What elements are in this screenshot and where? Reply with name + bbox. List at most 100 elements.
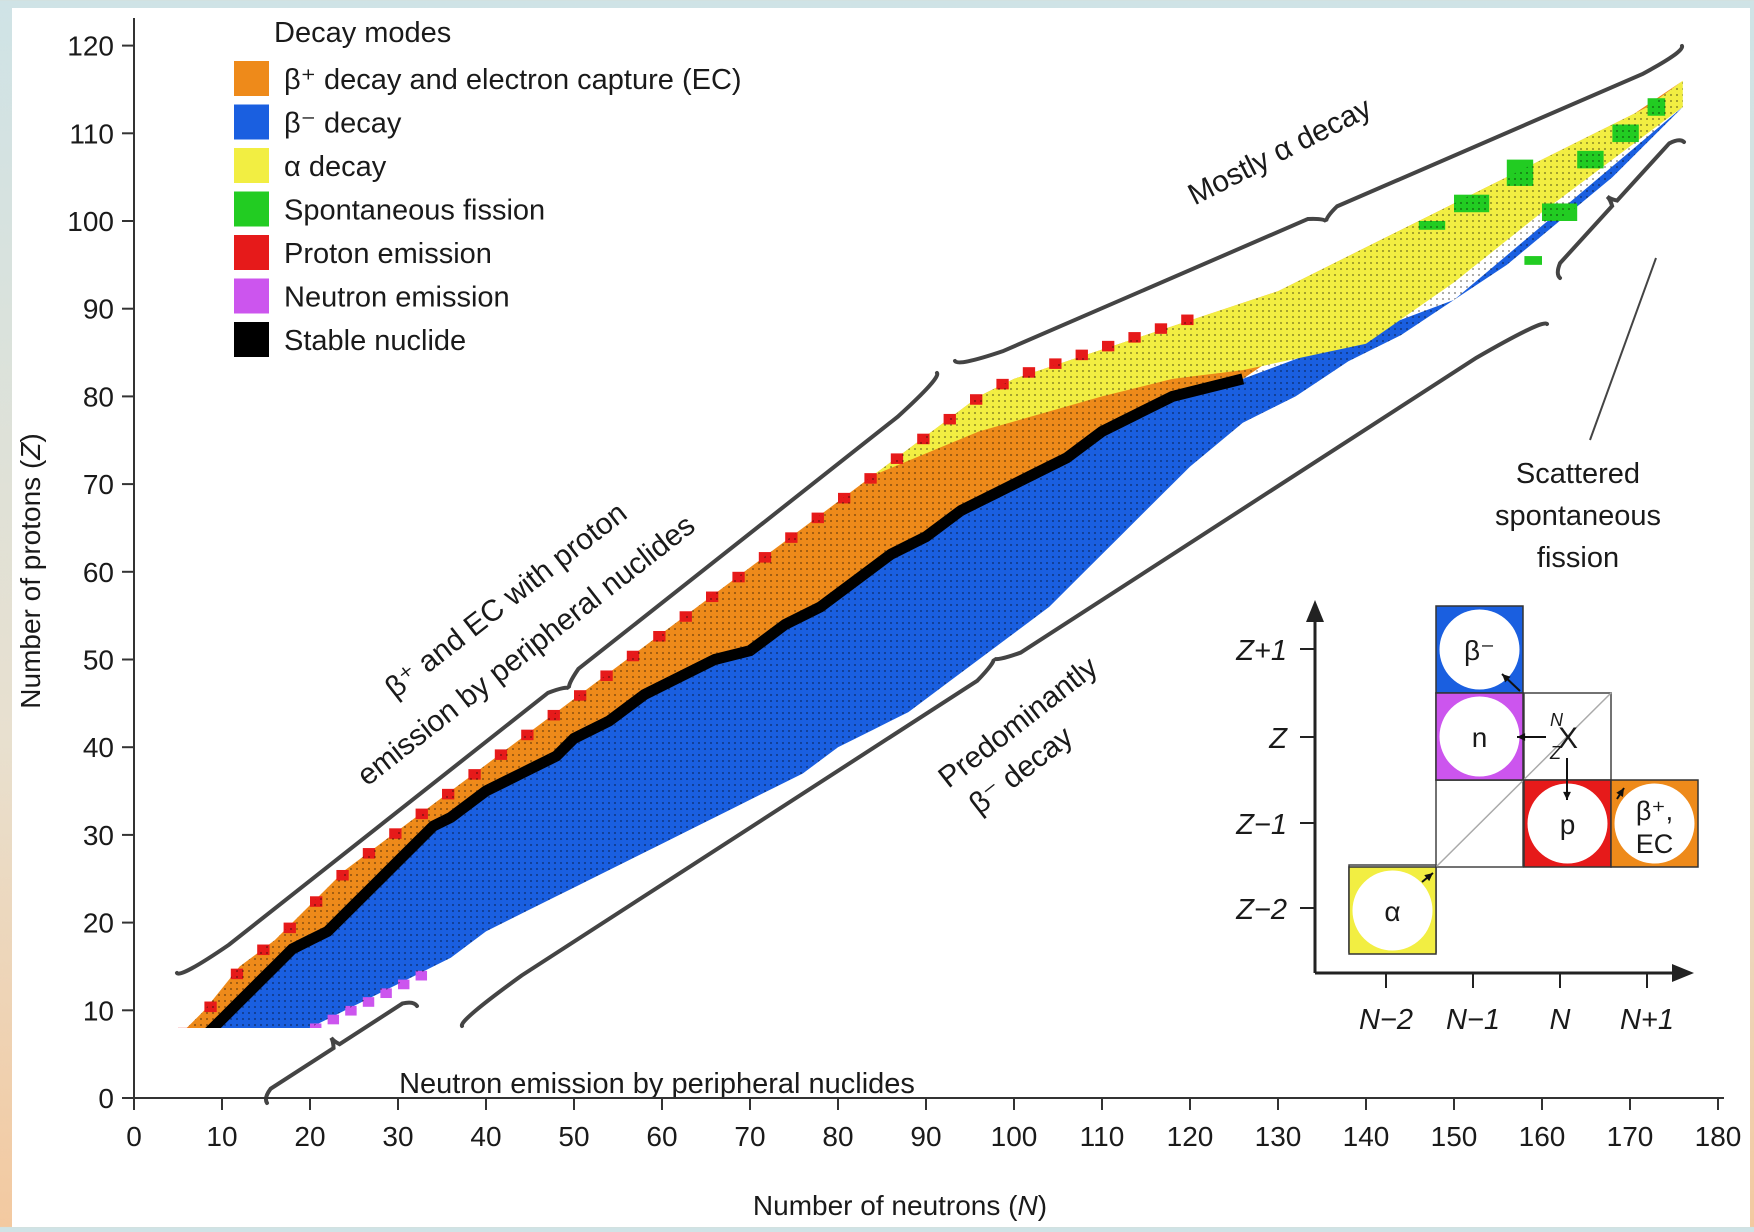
x-tick-label: 150 [1431, 1121, 1478, 1152]
x-tick-label: 80 [822, 1121, 853, 1152]
y-tick-label: 20 [83, 908, 114, 939]
inset-cell-label: n [1472, 722, 1488, 753]
proton-emission-mark [996, 378, 1009, 390]
legend-swatch [234, 104, 269, 140]
annotation-neutron-emission: Neutron emission by peripheral nuclides [399, 1068, 915, 1100]
x-tick-label: 90 [910, 1121, 941, 1152]
chart-frame: β⁺ and EC with proton emission by periphe… [12, 8, 1750, 1227]
legend-label: Proton emission [284, 238, 492, 270]
dot-texture [186, 80, 1683, 1028]
decay-regions [152, 80, 1683, 1095]
inset-center-superscript: N [1550, 710, 1564, 730]
bracket-predominantly-beta-minus [459, 321, 1549, 1028]
x-tick-label: 130 [1255, 1121, 1302, 1152]
neutron-emission-mark [257, 1050, 268, 1060]
inset-arrow-p-head [1563, 791, 1571, 800]
proton-emission-mark [1128, 332, 1141, 343]
x-axis-label: Number of neutrons (N) [753, 1190, 1047, 1221]
legend-label: β⁻ decay [284, 108, 402, 140]
y-tick-label: 40 [83, 732, 114, 763]
y-tick-label: 0 [98, 1083, 114, 1114]
inset-center-subscript: Z [1549, 743, 1562, 763]
neutron-emission-mark [310, 1023, 322, 1028]
inset-cell-circle [1527, 783, 1608, 864]
inset-cell-circle [1614, 783, 1695, 864]
inset-x-label: N [1550, 1004, 1571, 1036]
proton-emission-mark [1022, 367, 1036, 378]
neutron-emission-mark [380, 988, 392, 999]
legend-label: Stable nuclide [284, 325, 466, 357]
legend-label: α decay [284, 151, 387, 183]
legend-title: Decay modes [274, 17, 451, 49]
annotation-mostly-alpha: Mostly α decay [1183, 91, 1377, 212]
neutron-emission-mark [240, 1059, 251, 1069]
inset-arrow-n-head [1517, 733, 1526, 741]
annotation-scattered-line1: Scattered [1516, 458, 1640, 490]
x-tick-label: 120 [1167, 1121, 1214, 1152]
bracket-neutron-emission [263, 1000, 419, 1105]
x-tick-label: 10 [206, 1121, 237, 1152]
y-tick-label: 60 [83, 557, 114, 588]
x-tick-label: 160 [1519, 1121, 1566, 1152]
x-tick-label: 30 [382, 1121, 413, 1152]
inset-cell-circle [1439, 696, 1520, 777]
y-tick-label: 30 [83, 820, 114, 851]
bracket-mostly-alpha [953, 44, 1685, 365]
legend-label: Neutron emission [284, 282, 510, 314]
legend-swatch [234, 322, 269, 357]
region-spontaneous-fission [1524, 256, 1542, 265]
proton-emission-mark [152, 1054, 164, 1065]
inset-cell-label: β⁻ [1464, 635, 1495, 666]
y-ticks: 0 10 20 30 40 50 60 70 80 90 100 110 120 [67, 31, 134, 1114]
proton-emission-mark [1049, 358, 1062, 369]
inset-y-label: Z [1268, 723, 1288, 755]
inset-center-symbol: X [1558, 722, 1578, 755]
legend-swatch [234, 148, 269, 183]
neutron-emission-mark [362, 997, 375, 1007]
inset-y-arrow [1306, 600, 1324, 622]
proton-emission-mark [1181, 314, 1194, 326]
proton-emission-mark [1075, 349, 1088, 361]
stable-nuclide-line [205, 373, 1245, 1028]
neutron-emission-mark [204, 1076, 215, 1086]
y-tick-label: 70 [83, 469, 114, 500]
inset-cell-label: α [1384, 896, 1400, 927]
annotation-scattered-line2: spontaneous [1495, 500, 1661, 532]
inset-cell-label: EC [1636, 829, 1674, 859]
inset-x-arrow [1672, 964, 1694, 982]
inset-cell-circle [1439, 609, 1520, 690]
legend-swatch [234, 61, 269, 96]
y-tick-label: 90 [83, 294, 114, 325]
x-tick-label: 140 [1343, 1121, 1390, 1152]
legend-swatch [234, 191, 269, 227]
y-tick-label: 10 [83, 995, 114, 1026]
legend-label: β⁺ decay and electron capture (EC) [284, 64, 742, 96]
x-tick-label: 110 [1080, 1121, 1125, 1152]
proton-emission-mark [1102, 340, 1115, 352]
neutron-emission-mark [345, 1005, 357, 1016]
inset-arrow-beta-minus-head [1502, 674, 1511, 683]
x-tick-label: 0 [126, 1121, 142, 1152]
inset-arrow-beta-plus-head [1616, 788, 1624, 797]
legend: Decay modes β⁺ decay and electron captur… [234, 17, 742, 357]
x-ticks: 0 10 20 30 40 50 60 70 80 90 100 110 120 130 140 150 160… [126, 1098, 1741, 1152]
inset-y-label: Z−1 [1235, 809, 1287, 841]
neutron-emission-mark [187, 1085, 198, 1095]
neutron-emission-mark [398, 979, 410, 990]
inset-x-label: N+1 [1620, 1004, 1674, 1036]
x-tick-label: 100 [991, 1121, 1038, 1152]
proton-emission-mark [1154, 323, 1168, 334]
legend-label: Spontaneous fission [284, 195, 545, 227]
neutron-emission-mark [292, 1032, 303, 1042]
y-axis-label: Number of protons (Z) [15, 433, 46, 708]
inset-y-label: Z−2 [1235, 894, 1287, 926]
inset-x-label: N−1 [1446, 1004, 1500, 1036]
y-tick-label: 110 [69, 118, 114, 149]
proton-emission-mark [178, 1027, 191, 1028]
x-tick-label: 50 [558, 1121, 589, 1152]
inset-cell-label: β⁺, [1636, 796, 1673, 826]
neutron-emission-mark [222, 1067, 233, 1077]
inset-x-label: N−2 [1359, 1004, 1413, 1036]
legend-swatch [234, 278, 269, 314]
